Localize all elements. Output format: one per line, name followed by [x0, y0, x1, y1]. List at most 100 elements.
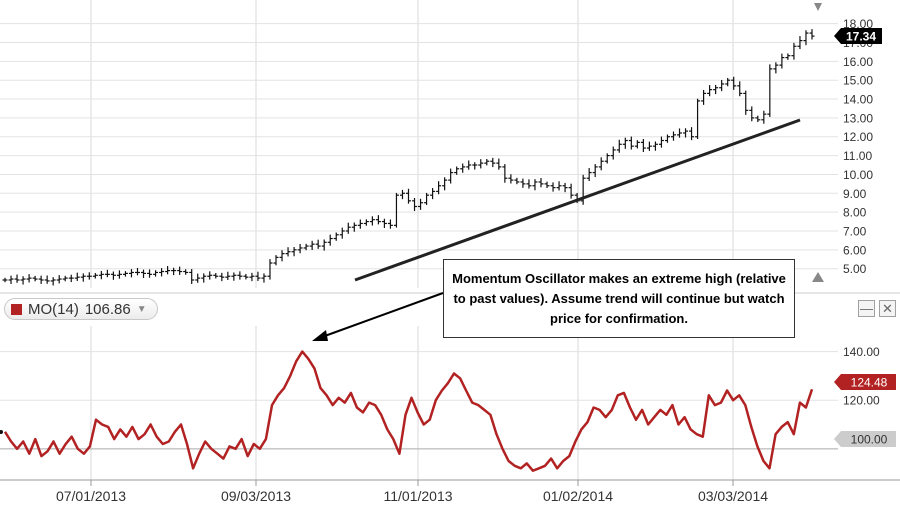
price-tick-label: 5.00 — [843, 262, 867, 276]
price-bar — [195, 273, 201, 283]
price-bar — [44, 275, 50, 284]
price-bar — [207, 271, 213, 280]
price-bar — [165, 266, 171, 275]
minimize-button[interactable]: — — [858, 300, 875, 317]
price-bar — [568, 183, 574, 199]
price-bar — [797, 36, 803, 50]
x-tick-label: 03/03/2014 — [698, 488, 768, 504]
price-bar — [586, 168, 592, 182]
price-bar — [508, 174, 514, 184]
price-bar — [430, 188, 436, 200]
price-bar — [321, 239, 327, 251]
mo-tick-label: 140.00 — [843, 345, 880, 359]
price-tick-label: 16.00 — [843, 55, 873, 69]
chevron-down-icon[interactable]: ▼ — [136, 303, 147, 315]
price-bar — [153, 270, 159, 277]
price-bar — [610, 146, 616, 160]
mo-marker: 124.48 — [834, 374, 896, 390]
price-bar — [375, 215, 381, 225]
price-bar — [267, 259, 273, 280]
scroll-up-icon[interactable] — [814, 3, 822, 11]
price-tick-label: 11.00 — [843, 149, 872, 163]
price-bar — [134, 267, 140, 276]
price-bar — [773, 62, 779, 74]
indicator-selector[interactable]: MO(14) 106.86 ▼ — [4, 298, 158, 320]
price-tick-label: 15.00 — [843, 74, 873, 88]
price-bar — [56, 275, 62, 284]
price-bar — [562, 182, 568, 193]
price-bar — [357, 219, 363, 229]
price-bar — [731, 76, 737, 90]
price-bar — [80, 273, 86, 282]
price-tick-label: 6.00 — [843, 243, 867, 257]
price-tick-label: 13.00 — [843, 111, 873, 125]
x-tick-label: 01/02/2014 — [543, 488, 613, 504]
price-bar — [213, 273, 219, 279]
price-grid — [0, 0, 838, 288]
price-bar — [544, 181, 550, 189]
price-bar — [604, 153, 610, 164]
price-bar — [496, 158, 502, 170]
price-bar — [369, 216, 375, 226]
price-bar — [26, 274, 32, 283]
indicator-name: MO(14) — [28, 300, 79, 318]
price-bar — [237, 271, 243, 280]
price-bar — [761, 110, 767, 124]
price-bar — [478, 159, 484, 169]
close-button[interactable]: ✕ — [879, 300, 896, 317]
price-bar — [189, 269, 195, 284]
price-bar — [98, 270, 104, 280]
price-bar — [502, 164, 508, 183]
price-bar — [514, 177, 520, 185]
price-bar — [351, 222, 357, 232]
price-bar — [147, 269, 153, 278]
scroll-down-icon[interactable] — [812, 272, 824, 282]
price-bar — [538, 178, 544, 188]
trend-line — [354, 118, 801, 282]
price-bar — [159, 268, 165, 277]
x-tick-label: 07/01/2013 — [56, 488, 126, 504]
price-bar — [249, 272, 255, 282]
price-bar — [297, 243, 303, 254]
price-bar — [273, 255, 279, 266]
x-tick-label: 09/03/2013 — [221, 488, 291, 504]
mo-line — [3, 350, 814, 472]
price-bar — [719, 80, 725, 92]
price-bar — [418, 198, 424, 210]
price-bar — [363, 219, 369, 226]
annotation-box: Momentum Oscillator makes an extreme hig… — [443, 259, 795, 338]
price-bar — [2, 277, 8, 283]
mo-grid — [0, 326, 838, 480]
price-bar — [315, 239, 321, 249]
price-panel — [0, 0, 838, 288]
price-bar — [689, 127, 695, 141]
price-bar — [598, 157, 604, 171]
price-bar — [658, 136, 664, 148]
price-bar — [809, 29, 815, 40]
price-tick-label: 18.00 — [843, 17, 873, 31]
price-bar — [713, 84, 719, 95]
price-bar — [381, 218, 387, 228]
price-bar — [393, 192, 399, 228]
price-bar — [592, 164, 598, 178]
price-bar — [580, 174, 586, 205]
price-bar — [219, 272, 225, 282]
price-bar — [141, 269, 147, 278]
price-bar — [62, 275, 68, 282]
price-bar — [460, 163, 466, 173]
price-bar — [177, 266, 183, 275]
x-tick-label: 11/01/2013 — [383, 488, 452, 504]
price-bar — [309, 240, 315, 251]
price-tick-label: 9.00 — [843, 187, 867, 201]
start-dot — [0, 430, 3, 434]
price-bar — [279, 250, 285, 262]
price-bar — [448, 168, 454, 184]
price-bar — [466, 160, 472, 170]
price-tick-label: 14.00 — [843, 93, 873, 107]
indicator-swatch — [11, 303, 22, 315]
price-bar — [683, 128, 689, 138]
price-bar — [68, 274, 74, 283]
price-bar — [803, 30, 809, 46]
price-bar — [737, 81, 743, 97]
